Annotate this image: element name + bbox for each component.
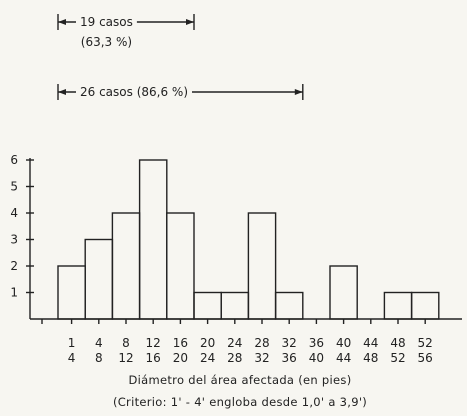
annotation-label: 26 casos (86,6 %): [80, 85, 188, 99]
x-tick-label-high: 56: [418, 351, 433, 365]
histogram-bar: [84, 238, 114, 320]
y-tick-label: 3: [10, 233, 18, 247]
y-tick-label: 6: [10, 153, 18, 167]
annotation-arrowhead: [294, 89, 303, 95]
histogram-bar: [247, 212, 277, 320]
x-tick-label-low: 8: [122, 336, 130, 350]
histogram-bar: [193, 291, 222, 320]
annotation-sublabel: (63,3 %): [81, 35, 132, 49]
annotation-arrowhead: [58, 89, 66, 95]
x-tick-label-high: 12: [118, 351, 133, 365]
x-tick-label-low: 16: [173, 336, 188, 350]
x-tick-label-low: 28: [254, 336, 269, 350]
axes-group: 1 2 3 4 5 6: [10, 153, 462, 324]
histogram-bar: [383, 291, 413, 320]
x-tick-label-low: 20: [200, 336, 215, 350]
x-tick-label-high: 28: [227, 351, 242, 365]
x-tick-label-low: 44: [363, 336, 378, 350]
histogram-bar: [111, 212, 141, 320]
y-tick-label: 4: [10, 206, 18, 220]
histogram-bar: [220, 291, 250, 320]
x-tick-label-high: 16: [146, 351, 161, 365]
annotation-arrowhead: [58, 19, 66, 25]
histogram-bar: [410, 291, 440, 320]
x-tick-label-high: 8: [95, 351, 103, 365]
histogram-bar: [329, 265, 358, 320]
histogram-bar: [274, 291, 304, 320]
histogram-bar: [138, 159, 168, 320]
x-tick-label-low: 36: [309, 336, 324, 350]
histogram-bar: [166, 212, 195, 320]
x-tick-label-low: 48: [390, 336, 405, 350]
x-axis-label: Diámetro del área afectada (en pies): [129, 373, 352, 387]
x-tick-labels: 1448812121616202024242828323236364040444…: [68, 336, 433, 365]
histogram-bar: [57, 265, 86, 320]
x-tick-label-low: 1: [68, 336, 76, 350]
x-tick-label-low: 24: [227, 336, 242, 350]
x-tick-label-low: 52: [418, 336, 433, 350]
y-tick-label: 1: [10, 286, 18, 300]
x-tick-label-low: 40: [336, 336, 351, 350]
x-tick-label-high: 44: [336, 351, 351, 365]
x-tick-label-high: 20: [173, 351, 188, 365]
x-tick-label-high: 40: [309, 351, 324, 365]
x-tick-label-low: 32: [282, 336, 297, 350]
x-tick-label-low: 4: [95, 336, 103, 350]
x-tick-label-high: 48: [363, 351, 378, 365]
x-axis-criterion-note: (Criterio: 1' - 4' engloba desde 1,0' a …: [113, 395, 367, 409]
x-tick-label-high: 52: [390, 351, 405, 365]
bars-group: [57, 159, 440, 320]
x-tick-label-low: 12: [146, 336, 161, 350]
annotation-arrowhead: [186, 19, 194, 25]
y-tick-label: 5: [10, 180, 18, 194]
x-tick-label-high: 36: [282, 351, 297, 365]
y-tick-label: 2: [10, 259, 18, 273]
annotation-label: 19 casos: [80, 15, 133, 29]
x-tick-label-high: 32: [254, 351, 269, 365]
x-tick-label-high: 24: [200, 351, 215, 365]
annotation-group: 19 casos (63,3 %) 26 casos (86,6 %): [57, 14, 304, 100]
x-tick-label-high: 4: [68, 351, 76, 365]
